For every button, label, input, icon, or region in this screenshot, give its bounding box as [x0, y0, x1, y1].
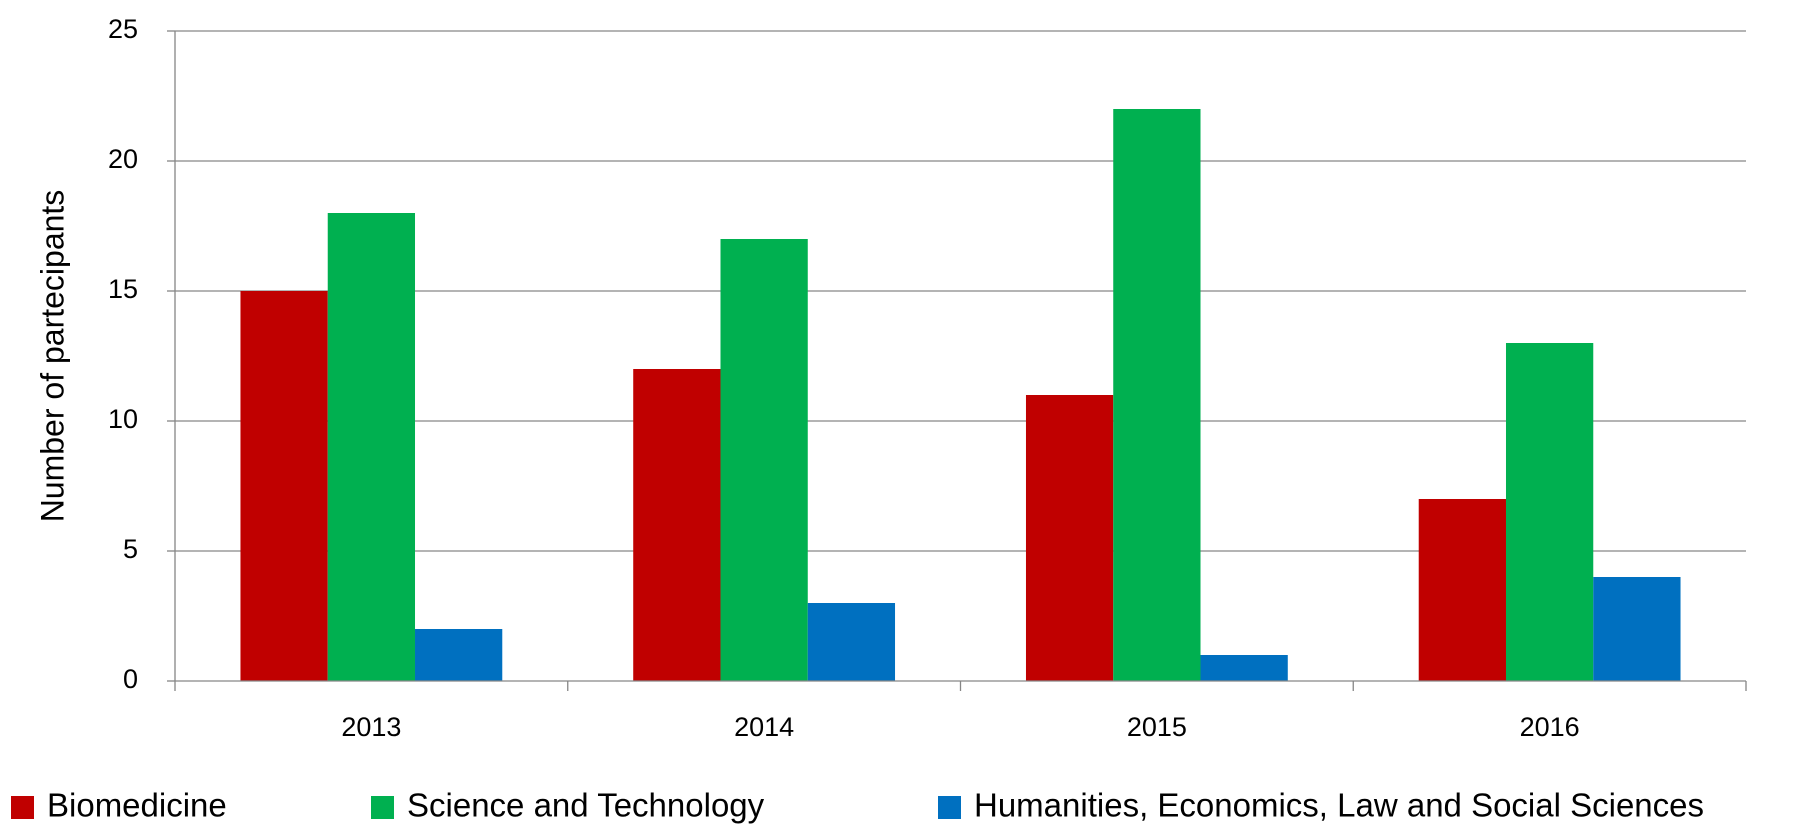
bar — [1025, 395, 1114, 681]
legend-swatch — [938, 796, 961, 819]
bar — [415, 629, 503, 681]
bar — [1418, 499, 1506, 681]
y-tick-label: 10 — [108, 404, 138, 434]
bar — [1505, 343, 1594, 681]
legend-label: Science and Technology — [407, 787, 765, 824]
x-tick-label: 2013 — [341, 712, 401, 742]
legend-label: Biomedicine — [47, 787, 227, 824]
bar — [240, 291, 328, 681]
y-axis-title: Number of partecipants — [34, 190, 70, 523]
y-tick-label: 15 — [108, 274, 138, 304]
legend-swatch — [11, 796, 34, 819]
bar — [1200, 655, 1288, 681]
bar — [327, 213, 416, 681]
bar — [1593, 577, 1681, 681]
y-tick-label: 5 — [123, 534, 138, 564]
bar — [720, 239, 808, 681]
y-tick-label: 25 — [108, 14, 138, 44]
legend-label: Humanities, Economics, Law and Social Sc… — [974, 787, 1704, 824]
x-tick-label: 2014 — [734, 712, 794, 742]
x-tick-label: 2016 — [1520, 712, 1580, 742]
x-tick-label: 2015 — [1127, 712, 1187, 742]
y-tick-label: 20 — [108, 144, 138, 174]
bar — [633, 369, 721, 681]
y-tick-label: 0 — [123, 664, 138, 694]
legend-swatch — [371, 796, 394, 819]
bar — [1113, 109, 1201, 681]
bar — [807, 603, 896, 681]
